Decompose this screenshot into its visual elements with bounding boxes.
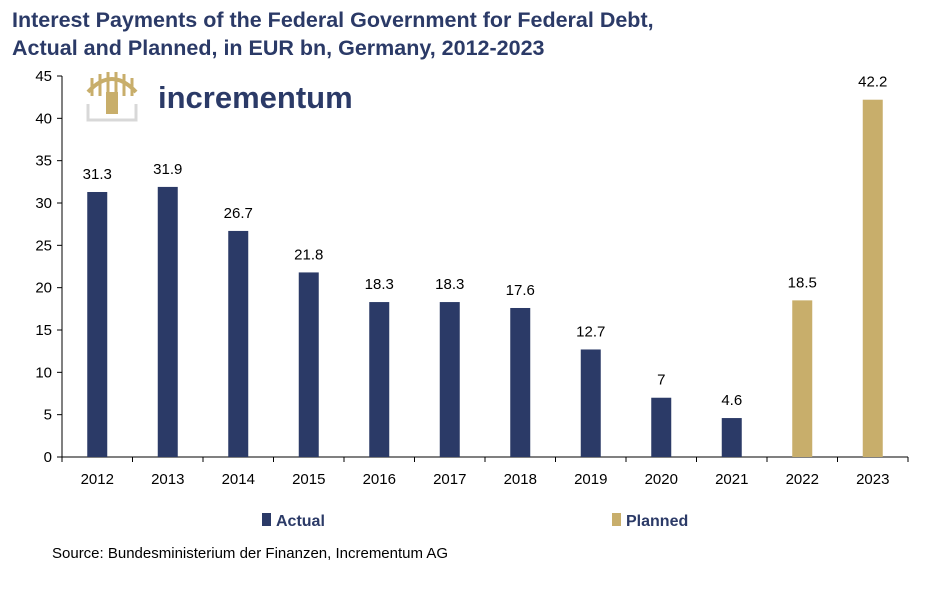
x-tick-label: 2019 (574, 471, 607, 488)
y-tick-label: 15 (35, 322, 52, 339)
x-tick-label: 2015 (292, 471, 325, 488)
data-label-2015: 21.8 (294, 246, 323, 263)
x-tick-label: 2014 (222, 471, 255, 488)
data-label-2018: 17.6 (506, 282, 535, 299)
x-tick-label: 2023 (856, 471, 889, 488)
y-tick-label: 10 (35, 364, 52, 381)
data-label-2012: 31.3 (83, 166, 112, 183)
data-label-2013: 31.9 (153, 161, 182, 178)
tree-icon (86, 72, 138, 122)
x-tick-label: 2020 (645, 471, 678, 488)
chart-title-line-1: Interest Payments of the Federal Governm… (12, 8, 654, 32)
x-tick-label: 2016 (363, 471, 396, 488)
y-tick-label: 0 (44, 449, 52, 466)
bar-2022 (792, 300, 813, 457)
bar-2012 (87, 191, 108, 457)
chart-title-line-2: Actual and Planned, in EUR bn, Germany, … (12, 36, 545, 60)
bar-2019 (580, 349, 601, 457)
x-tick-label: 2013 (151, 471, 184, 488)
legend-label-planned: Planned (626, 513, 688, 530)
bar-2014 (228, 230, 249, 457)
y-tick-label: 40 (35, 110, 52, 127)
bar-2018 (510, 307, 531, 457)
chart-title: Interest Payments of the Federal Governm… (12, 6, 912, 62)
bar-2013 (157, 186, 178, 457)
legend-label-actual: Actual (276, 513, 325, 530)
x-tick-label: 2022 (786, 471, 819, 488)
y-tick-label: 45 (35, 68, 52, 85)
bar-2021 (721, 418, 742, 457)
y-tick-label: 5 (44, 407, 52, 424)
y-tick-label: 25 (35, 237, 52, 254)
data-label-2019: 12.7 (576, 323, 605, 340)
x-tick-label: 2017 (433, 471, 466, 488)
x-tick-label: 2018 (504, 471, 537, 488)
logo-wordmark: incrementum (158, 80, 353, 115)
y-tick-label: 35 (35, 153, 52, 170)
x-tick-label: 2012 (81, 471, 114, 488)
data-label-2023: 42.2 (858, 74, 887, 91)
incrementum-logo: incrementum (86, 72, 353, 122)
bar-2023 (862, 99, 883, 457)
data-labels: 31.3 31.9 26.7 21.8 18.3 18.3 17.6 12.7 7 4.6 18.5… (83, 74, 888, 409)
bar-2020 (651, 397, 672, 457)
legend-swatch-planned (612, 513, 621, 526)
bar-2017 (439, 302, 460, 457)
bar-2015 (298, 272, 319, 457)
data-label-2017: 18.3 (435, 276, 464, 293)
data-label-2022: 18.5 (788, 274, 817, 291)
x-tick-label: 2021 (715, 471, 748, 488)
y-tick-label: 30 (35, 195, 52, 212)
axes: 0 5 10 15 20 25 30 35 40 45 2012 2013 2014 2015 2016 20… (35, 68, 909, 488)
data-label-2021: 4.6 (721, 392, 742, 409)
data-label-2014: 26.7 (224, 205, 253, 222)
data-label-2020: 7 (657, 372, 665, 389)
bar-2016 (369, 302, 390, 457)
source-note: Source: Bundesministerium der Finanzen, … (52, 545, 449, 562)
y-tick-label: 20 (35, 280, 52, 297)
legend: Actual Planned (262, 513, 688, 530)
legend-swatch-actual (262, 513, 271, 526)
data-label-2016: 18.3 (365, 276, 394, 293)
bars (87, 99, 883, 457)
